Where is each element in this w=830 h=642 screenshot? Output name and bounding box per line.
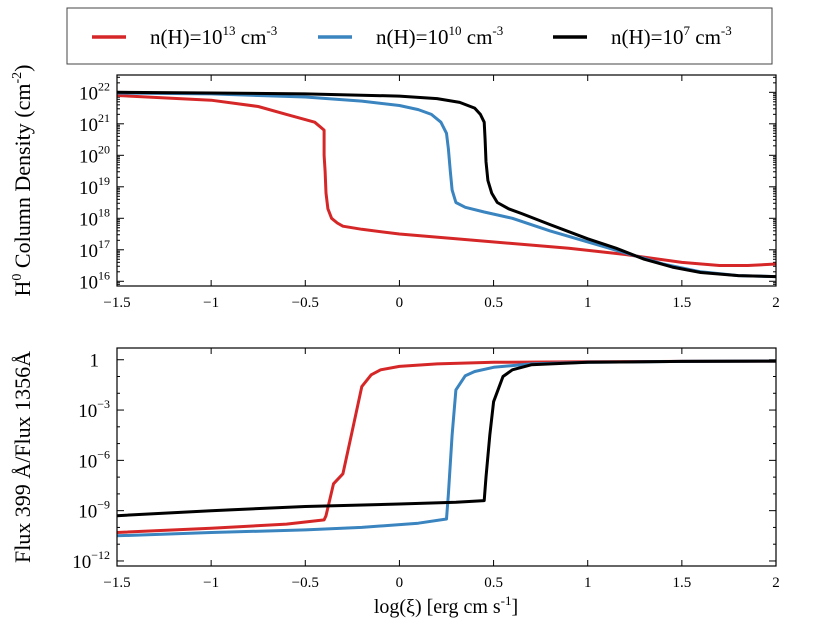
column-density-xtick-label: −1.5 xyxy=(103,295,130,311)
flux-ratio-ylabel: Flux 399 Å/Flux 1356Å xyxy=(10,351,35,563)
flux-ratio-ytick-label: 10−9 xyxy=(78,498,111,523)
column-density-series-2 xyxy=(117,90,776,279)
flux-ratio-xtick-label: −0.5 xyxy=(292,575,319,591)
column-density-ytick-label: 1017 xyxy=(79,237,111,262)
column-density-ytick-label: 1020 xyxy=(79,142,111,167)
flux-ratio-series-0 xyxy=(117,359,776,534)
legend-label-1: n(H)=1010 cm-3 xyxy=(376,23,503,49)
column-density-xtick-label: 1.5 xyxy=(672,295,691,311)
flux-ratio-ytick-label: 10−6 xyxy=(78,447,111,472)
legend: n(H)=1013 cm-3 n(H)=1010 cm-3 n(H)=107 cm-… xyxy=(66,7,773,65)
column-density-ylabel: H0 Column Density (cm-2) xyxy=(10,65,35,297)
column-density-ytick-label: 1021 xyxy=(79,111,111,136)
legend-frame xyxy=(66,7,773,65)
flux-ratio-series-2 xyxy=(117,359,776,518)
flux-ratio-ytick-label: 1 xyxy=(90,351,112,372)
flux-ratio-ytick-label: 10−12 xyxy=(72,548,111,573)
flux-ratio-xtick-label: 1.5 xyxy=(672,575,691,591)
flux-ratio-xtick-label: −1.5 xyxy=(103,575,130,591)
column-density-xtick-label: 0.5 xyxy=(484,295,503,311)
flux-ratio-xtick-label: 0 xyxy=(396,575,404,591)
flux-ratio-frame xyxy=(116,347,777,567)
flux-ratio-xtick-label: 2 xyxy=(772,575,780,591)
column-density-xtick-label: −0.5 xyxy=(292,295,319,311)
flux-ratio-xtick-label: 1 xyxy=(584,575,592,591)
column-density-ytick-label: 1019 xyxy=(79,174,111,199)
xlabel-text: log(ξ) [erg cm s-1] xyxy=(374,593,518,618)
legend-label-0: n(H)=1013 cm-3 xyxy=(150,23,277,49)
x-axis-label: log(ξ) [erg cm s-1] xyxy=(374,593,518,618)
column-density-series-1 xyxy=(117,91,776,279)
column-density-xtick-label: 0 xyxy=(396,295,404,311)
legend-label-2: n(H)=107 cm-3 xyxy=(611,23,732,49)
column-density-ytick-label: 1016 xyxy=(79,268,111,293)
flux-ratio-panel: −1.5 −1 −0.5 0 0.5 1 1.5 2 1 10−3 10−6 10−9 10−1… xyxy=(10,347,780,591)
column-density-series-0 xyxy=(117,94,776,267)
column-density-ytick-label: 1018 xyxy=(79,205,111,230)
column-density-ytick-label: 1022 xyxy=(79,79,111,104)
flux-ratio-xtick-label: −1 xyxy=(203,575,219,591)
column-density-frame xyxy=(116,74,777,287)
column-density-xtick-label: 1 xyxy=(584,295,592,311)
flux-ratio-ytick-label: 10−3 xyxy=(78,397,111,422)
column-density-panel: −1.5 −1 −0.5 0 0.5 1 1.5 2 1016 1017 1018 1019 1… xyxy=(10,65,780,311)
flux-ratio-xtick-label: 0.5 xyxy=(484,575,503,591)
column-density-xtick-label: 2 xyxy=(772,295,780,311)
column-density-xtick-label: −1 xyxy=(203,295,219,311)
